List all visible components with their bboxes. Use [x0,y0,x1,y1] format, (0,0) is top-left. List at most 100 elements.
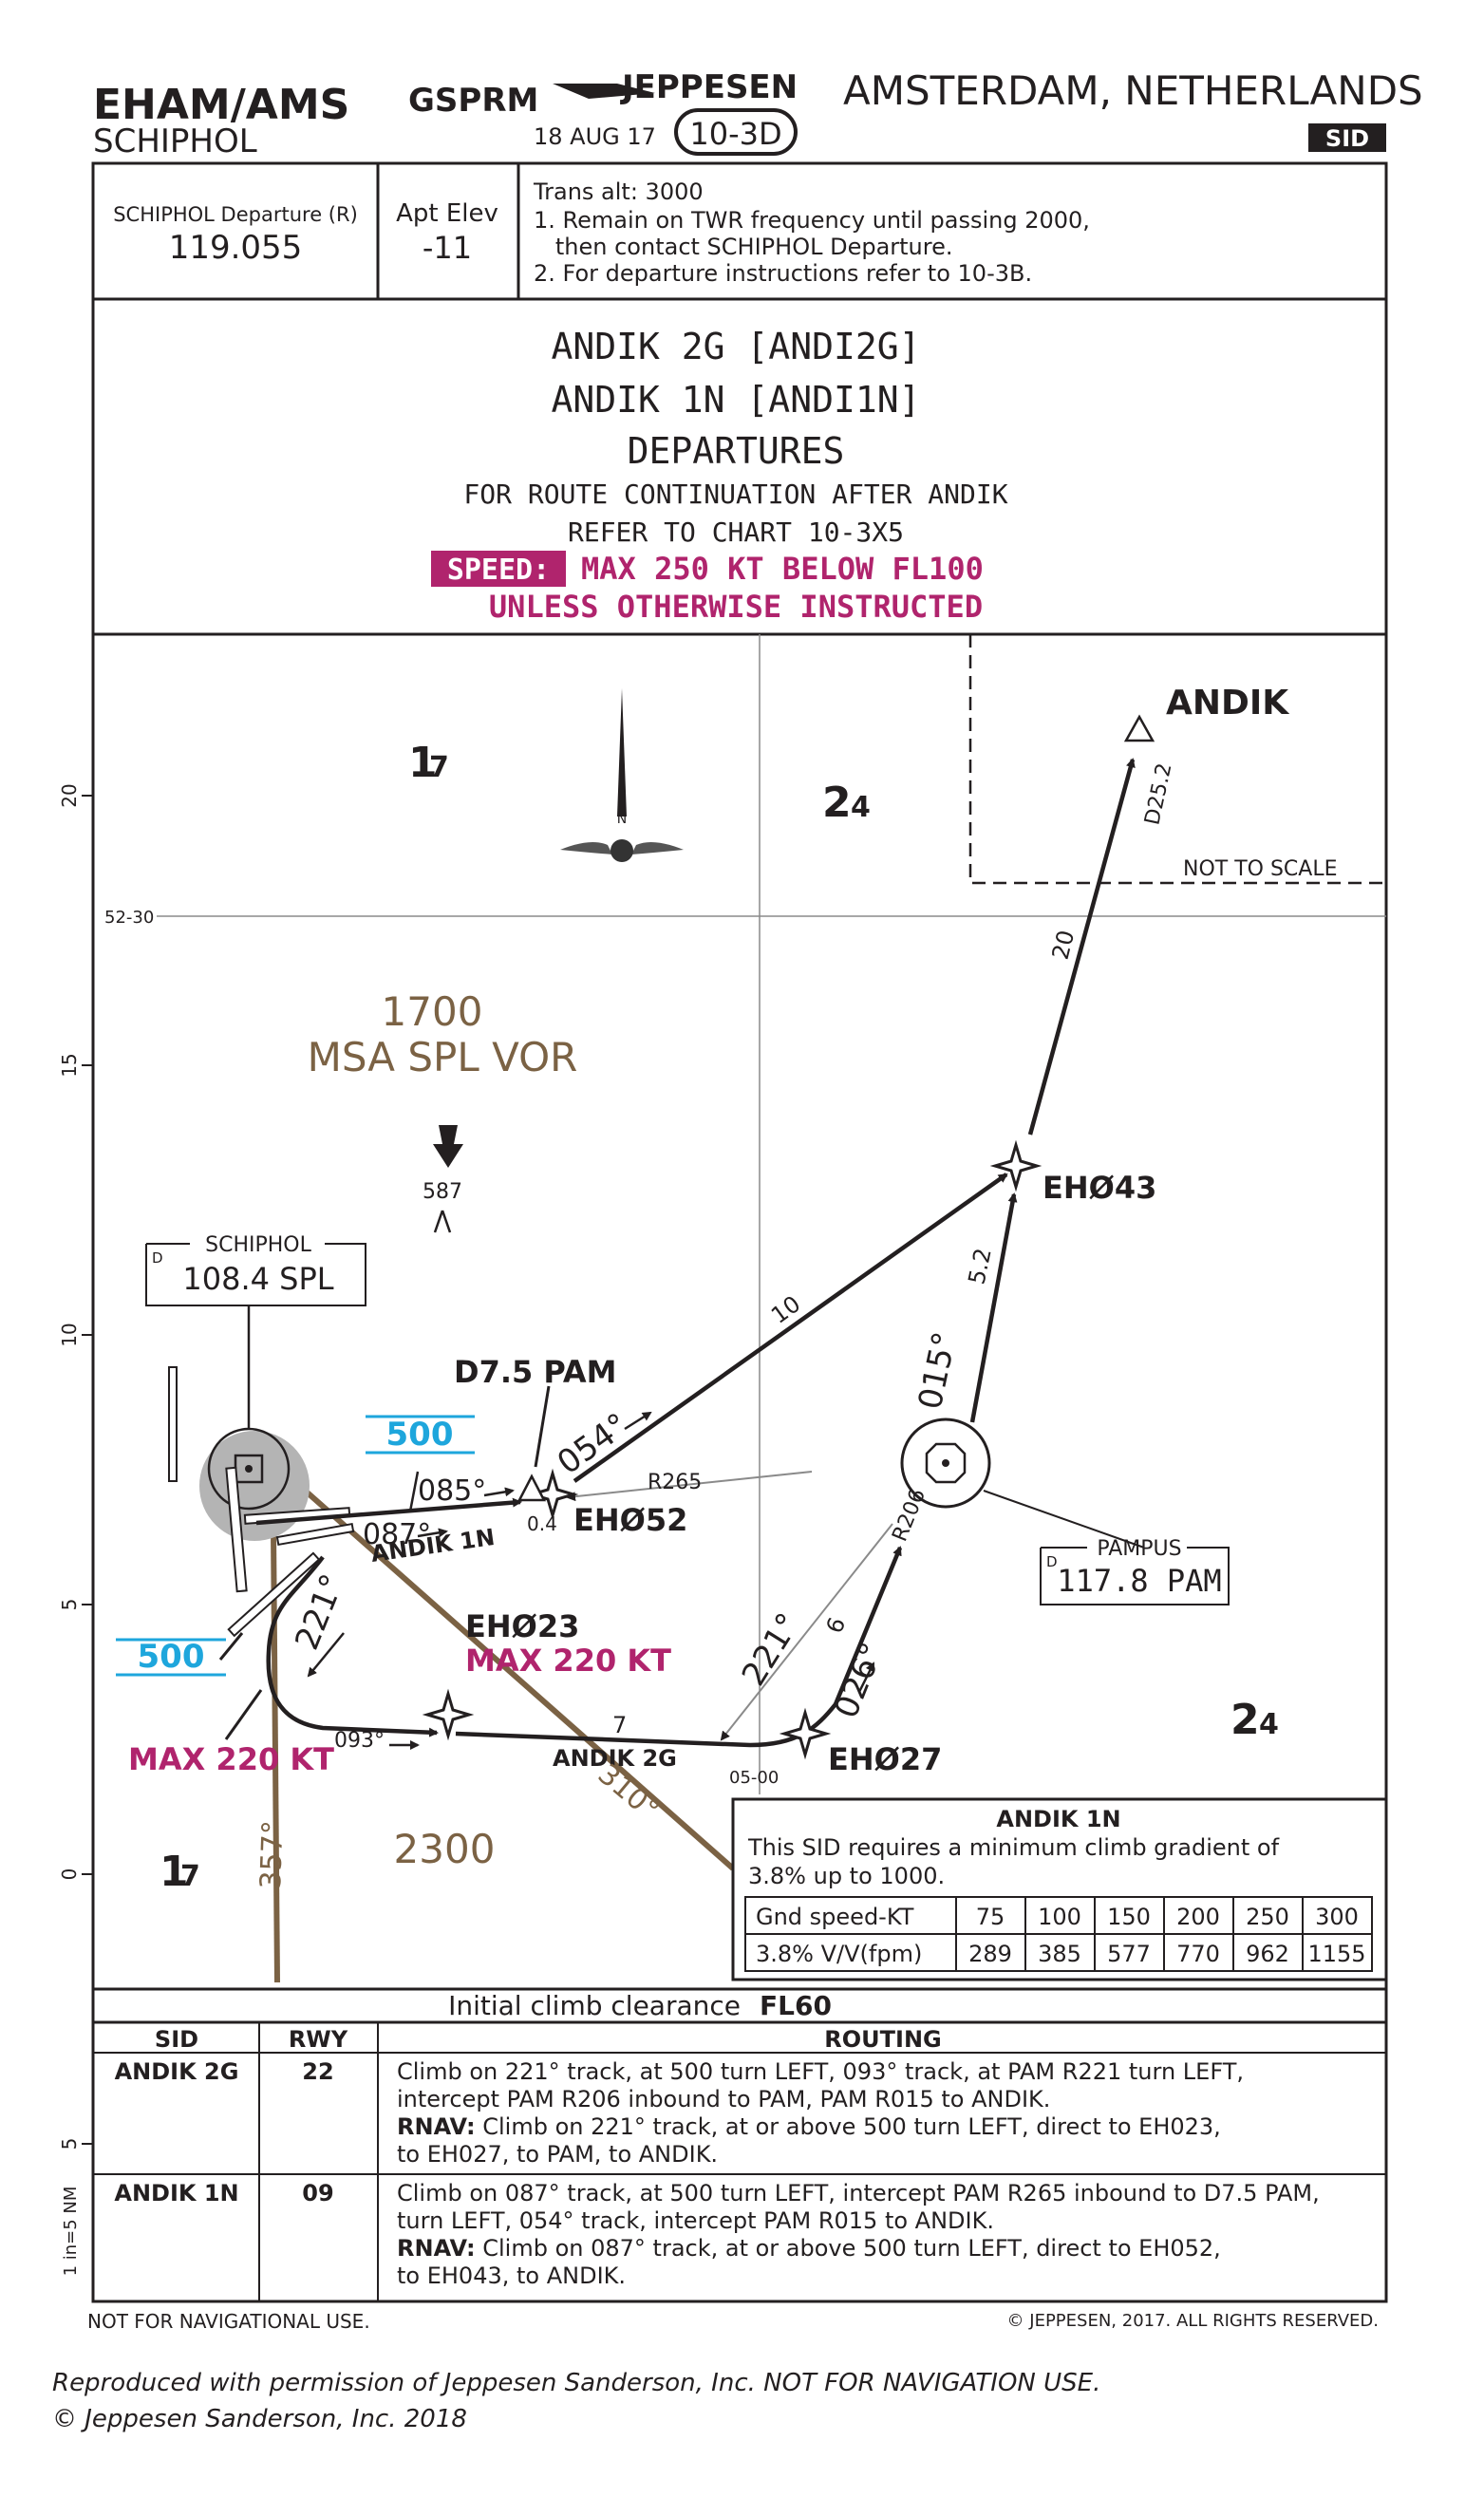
row-routing-line-4: to EH043, to ANDIK. [397,2263,626,2289]
spl-dme-flag: D [152,1249,163,1267]
row-routing-line-1: Climb on 087° track, at 500 turn LEFT, i… [397,2180,1320,2206]
note-1: 1. Remain on TWR frequency until passing… [534,207,1090,234]
scale-0: 0 [58,1868,81,1881]
latitude-label: 52-30 [104,908,154,928]
note-1b: then contact SCHIPHOL Departure. [534,234,953,260]
publisher-name: JEPPESEN [620,68,798,106]
course-026: 026° [827,1637,892,1723]
chart-number: 10-3D [689,116,781,152]
radial-r265 [566,1471,813,1502]
chart-date: 18 AUG 17 [534,123,656,150]
high-terrain-arrow-icon [433,1125,463,1168]
climb-fpm-cell: 385 [1038,1941,1081,1967]
city-name: AMSTERDAM, NETHERLANDS [843,67,1423,114]
radial-r221 [720,1523,893,1741]
climb-fpm-cell: 962 [1246,1941,1289,1967]
grid-mora-se-hundreds: 2 [1230,1696,1260,1744]
leg-20-label: 20 [1047,928,1080,962]
altitude-2300: 2300 [394,1826,496,1872]
leg-6-label: 6 [821,1614,852,1638]
airport-code: EHAM/AMS [93,81,349,129]
scale-bar: 20 15 10 5 0 5 1 in=5 NM [58,783,93,2276]
climb-fpm-cell: 577 [1107,1941,1151,1967]
chart-header: EHAM/AMS SCHIPHOL GSPRM JEPPESEN AMSTERD… [93,67,1423,160]
eh023-fix-icon [425,1692,471,1737]
leg-7-label: 7 [612,1712,627,1738]
spl-navaid-box: SCHIPHOL D 108.4 SPL [145,1233,366,1429]
speed-tag: SPEED: [447,554,550,587]
footer-left: NOT FOR NAVIGATIONAL USE. [87,2310,370,2333]
title-line-3: DEPARTURES [628,430,845,472]
speed-limit: MAX 250 KT BELOW FL100 [581,551,984,587]
title-line-1: ANDIK 2G [ANDI2G] [552,326,921,367]
altitude-500-rwy22: 500 [138,1638,205,1676]
route-eh052-eh043 [573,1173,1008,1483]
climb-gradient-box: ANDIK 1N This SID requires a minimum cli… [731,1797,1388,1981]
pam-vor-icon [925,1442,967,1484]
departure-frequency: 119.055 [169,229,303,267]
radial-r206-label: R206 [888,1486,930,1545]
copyright-note: © Jeppesen Sanderson, Inc. 2018 [52,2405,467,2433]
row-routing-line-1: Climb on 221° track, at 500 turn LEFT, 0… [397,2058,1244,2085]
grid-mora-sw-hundreds: 1 [160,1848,189,1896]
not-to-scale-label: NOT TO SCALE [1183,857,1338,881]
speed-tag-box [431,551,566,587]
row-routing-line-2: turn LEFT, 054° track, intercept PAM R01… [397,2207,994,2234]
climb-speed-cell: 75 [976,1904,1005,1930]
andik-fix-label: ANDIK [1166,684,1289,723]
title-line-5: REFER TO CHART 10-3X5 [568,516,904,548]
course-221-pam: 221° [735,1606,808,1693]
grid-mora-nw-tens: 7 [429,751,449,784]
col-header-rwy: RWY [289,2026,348,2053]
initial-climb-value: FL60 [760,1990,832,2021]
climb-speed-cell: 250 [1246,1904,1289,1930]
course-087: 087° [363,1518,431,1551]
title-line-4: FOR ROUTE CONTINUATION AFTER ANDIK [463,479,1007,510]
msa-label: MSA SPL VOR [308,1034,578,1080]
climb-speed-cell: 150 [1107,1904,1151,1930]
grid-mora-se-tens: 4 [1259,1708,1279,1741]
reproduction-note: Reproduced with permission of Jeppesen S… [52,2369,1100,2397]
d04-label: 0.4 [527,1512,557,1535]
climb-box-title: ANDIK 1N [996,1806,1120,1832]
speed-limit-2: UNLESS OTHERWISE INSTRUCTED [489,589,983,625]
col-header-routing: ROUTING [824,2026,941,2053]
plan-view: 52-30 20 15 10 5 0 5 1 in=5 NM 1 7 2 4 2… [58,634,1388,2301]
rnav-text: Climb on 221° track, at or above 500 tur… [476,2113,1221,2140]
route-pam-eh043 [969,1192,1018,1423]
pam-navaid-box: PAMPUS D 117.8 PAM [1040,1537,1230,1605]
altitude-500-rwy09: 500 [386,1416,454,1454]
row-routing-line-2: intercept PAM R206 inbound to PAM, PAM R… [397,2086,1050,2112]
course-085: 085° [418,1474,486,1508]
not-to-scale-border [968,634,1386,885]
climb-row-speed-label: Gnd speed-KT [756,1904,914,1930]
grid-mora-ne-hundreds: 2 [822,779,852,827]
course-093: 093° [334,1729,385,1753]
radial-357-label: 357° [254,1820,291,1889]
obstacle-icon [433,1210,452,1233]
andik-fix-icon [1123,714,1155,742]
radial-357 [271,1530,280,1983]
initial-climb-label: Initial climb clearance [448,1990,741,2021]
rnav-text: Climb on 087° track, at or above 500 tur… [476,2235,1221,2262]
scale-note: 1 in=5 NM [61,2187,81,2277]
pam-frequency: 117.8 PAM [1057,1563,1221,1599]
scale-20: 20 [58,783,81,807]
row-sid: ANDIK 1N [114,2180,238,2206]
row-routing-line-3: RNAV: Climb on 087° track, at or above 5… [397,2235,1221,2262]
route-eh043-andik [1027,758,1136,1136]
route-rwy22-loop [266,1555,439,1737]
scale-5-bottom: 5 [58,2138,81,2150]
leg-52-label: 5.2 [963,1246,996,1286]
course-221-spl: 221° [288,1568,352,1655]
andik-2g-route-label: ANDIK 2G [553,1745,677,1772]
row-routing-line-4: to EH027, to PAM, to ANDIK. [397,2141,718,2168]
radial-310 [292,1478,735,1871]
trans-alt-note: Trans alt: 3000 [533,178,704,205]
obstacle-elevation: 587 [423,1180,462,1204]
scale-10: 10 [58,1323,81,1346]
max-220-kt-eh023: MAX 220 KT [465,1643,671,1679]
msa-altitude: 1700 [382,988,483,1035]
scale-5: 5 [58,1599,81,1611]
climb-speed-cell: 100 [1038,1904,1081,1930]
